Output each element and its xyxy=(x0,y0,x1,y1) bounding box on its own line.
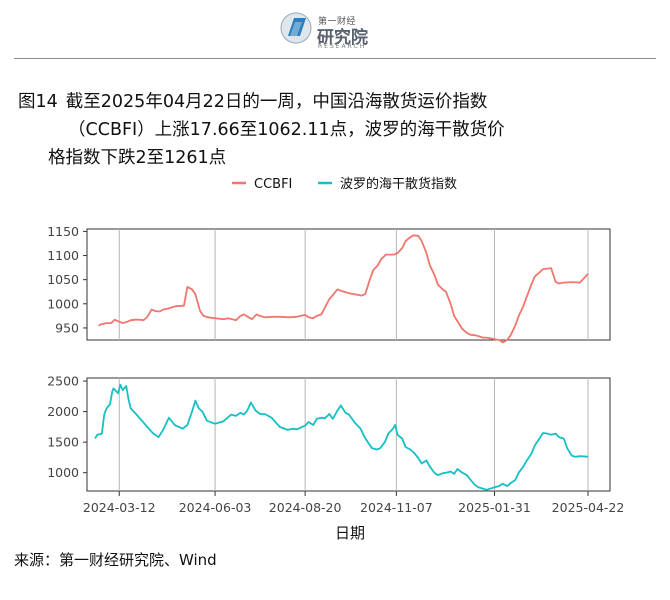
y-tick-label-top-0: 950 xyxy=(55,320,79,335)
caption-line-2: （CCBFI）上涨17.66至1062.11点，波罗的海干散货价 xyxy=(68,120,505,140)
y-tick-label-top-2: 1050 xyxy=(47,272,79,287)
y-tick-label-bottom-0: 1000 xyxy=(47,465,79,480)
caption-line-3: 格指数下跌2至1261点 xyxy=(48,148,227,168)
caption-line-1-text: 截至2025年04月22日的一周，中国沿海散货运价指数 xyxy=(65,92,488,112)
legend: CCBFI 波罗的海干散货指数 xyxy=(232,176,457,192)
figure-number: 图14 xyxy=(18,92,58,112)
x-tick-label-0: 2024-03-12 xyxy=(83,500,156,515)
logo: 第一财经 研究院 RESEARCH xyxy=(270,8,400,54)
series-line-ccbfi xyxy=(98,234,589,344)
y-tick-labels: 950 1000 1050 1100 1150 1000 1500 2000 2500 xyxy=(47,224,87,480)
logo-mark-icon xyxy=(280,12,312,44)
y-tick-label-top-3: 1100 xyxy=(47,248,79,263)
x-axis-label: 日期 xyxy=(335,524,365,542)
y-tick-label-top-1: 1000 xyxy=(47,296,79,311)
source-note: 来源：第一财经研究院、Wind xyxy=(14,551,217,569)
x-tick-label-4: 2025-01-31 xyxy=(458,500,531,515)
series-lines xyxy=(94,234,589,491)
bottom-panel-frame xyxy=(86,377,611,492)
y-tick-label-bottom-1: 1500 xyxy=(47,435,79,450)
legend-bdi-label: 波罗的海干散货指数 xyxy=(340,176,457,192)
figure-caption: 图14 截至2025年04月22日的一周，中国沿海散货运价指数 （CCBFI）上涨… xyxy=(18,88,618,172)
legend-ccbfi-label: CCBFI xyxy=(254,177,292,192)
x-tick-label-5: 2025-04-22 xyxy=(552,500,625,515)
y-tick-label-top-4: 1150 xyxy=(47,224,79,239)
x-tick-label-3: 2024-11-07 xyxy=(360,500,433,515)
x-tick-label-2: 2024-08-20 xyxy=(269,500,342,515)
logo-name: 研究院 xyxy=(317,28,368,48)
gridlines xyxy=(118,229,589,491)
series-line-bdi xyxy=(94,383,589,491)
y-tick-label-bottom-3: 2500 xyxy=(47,374,79,389)
logo-sub: RESEARCH xyxy=(318,43,367,50)
header-divider xyxy=(14,58,656,59)
top-panel-frame xyxy=(86,228,611,341)
y-tick-label-bottom-2: 2000 xyxy=(47,404,79,419)
x-tick-label-1: 2024-06-03 xyxy=(179,500,252,515)
logo-top-text: 第一财经 xyxy=(318,17,357,27)
x-tick-labels: 2024-03-12 2024-06-03 2024-08-20 2024-11-07… xyxy=(83,491,624,515)
caption-line-1: 图14 截至2025年04月22日的一周，中国沿海散货运价指数 xyxy=(18,88,618,116)
